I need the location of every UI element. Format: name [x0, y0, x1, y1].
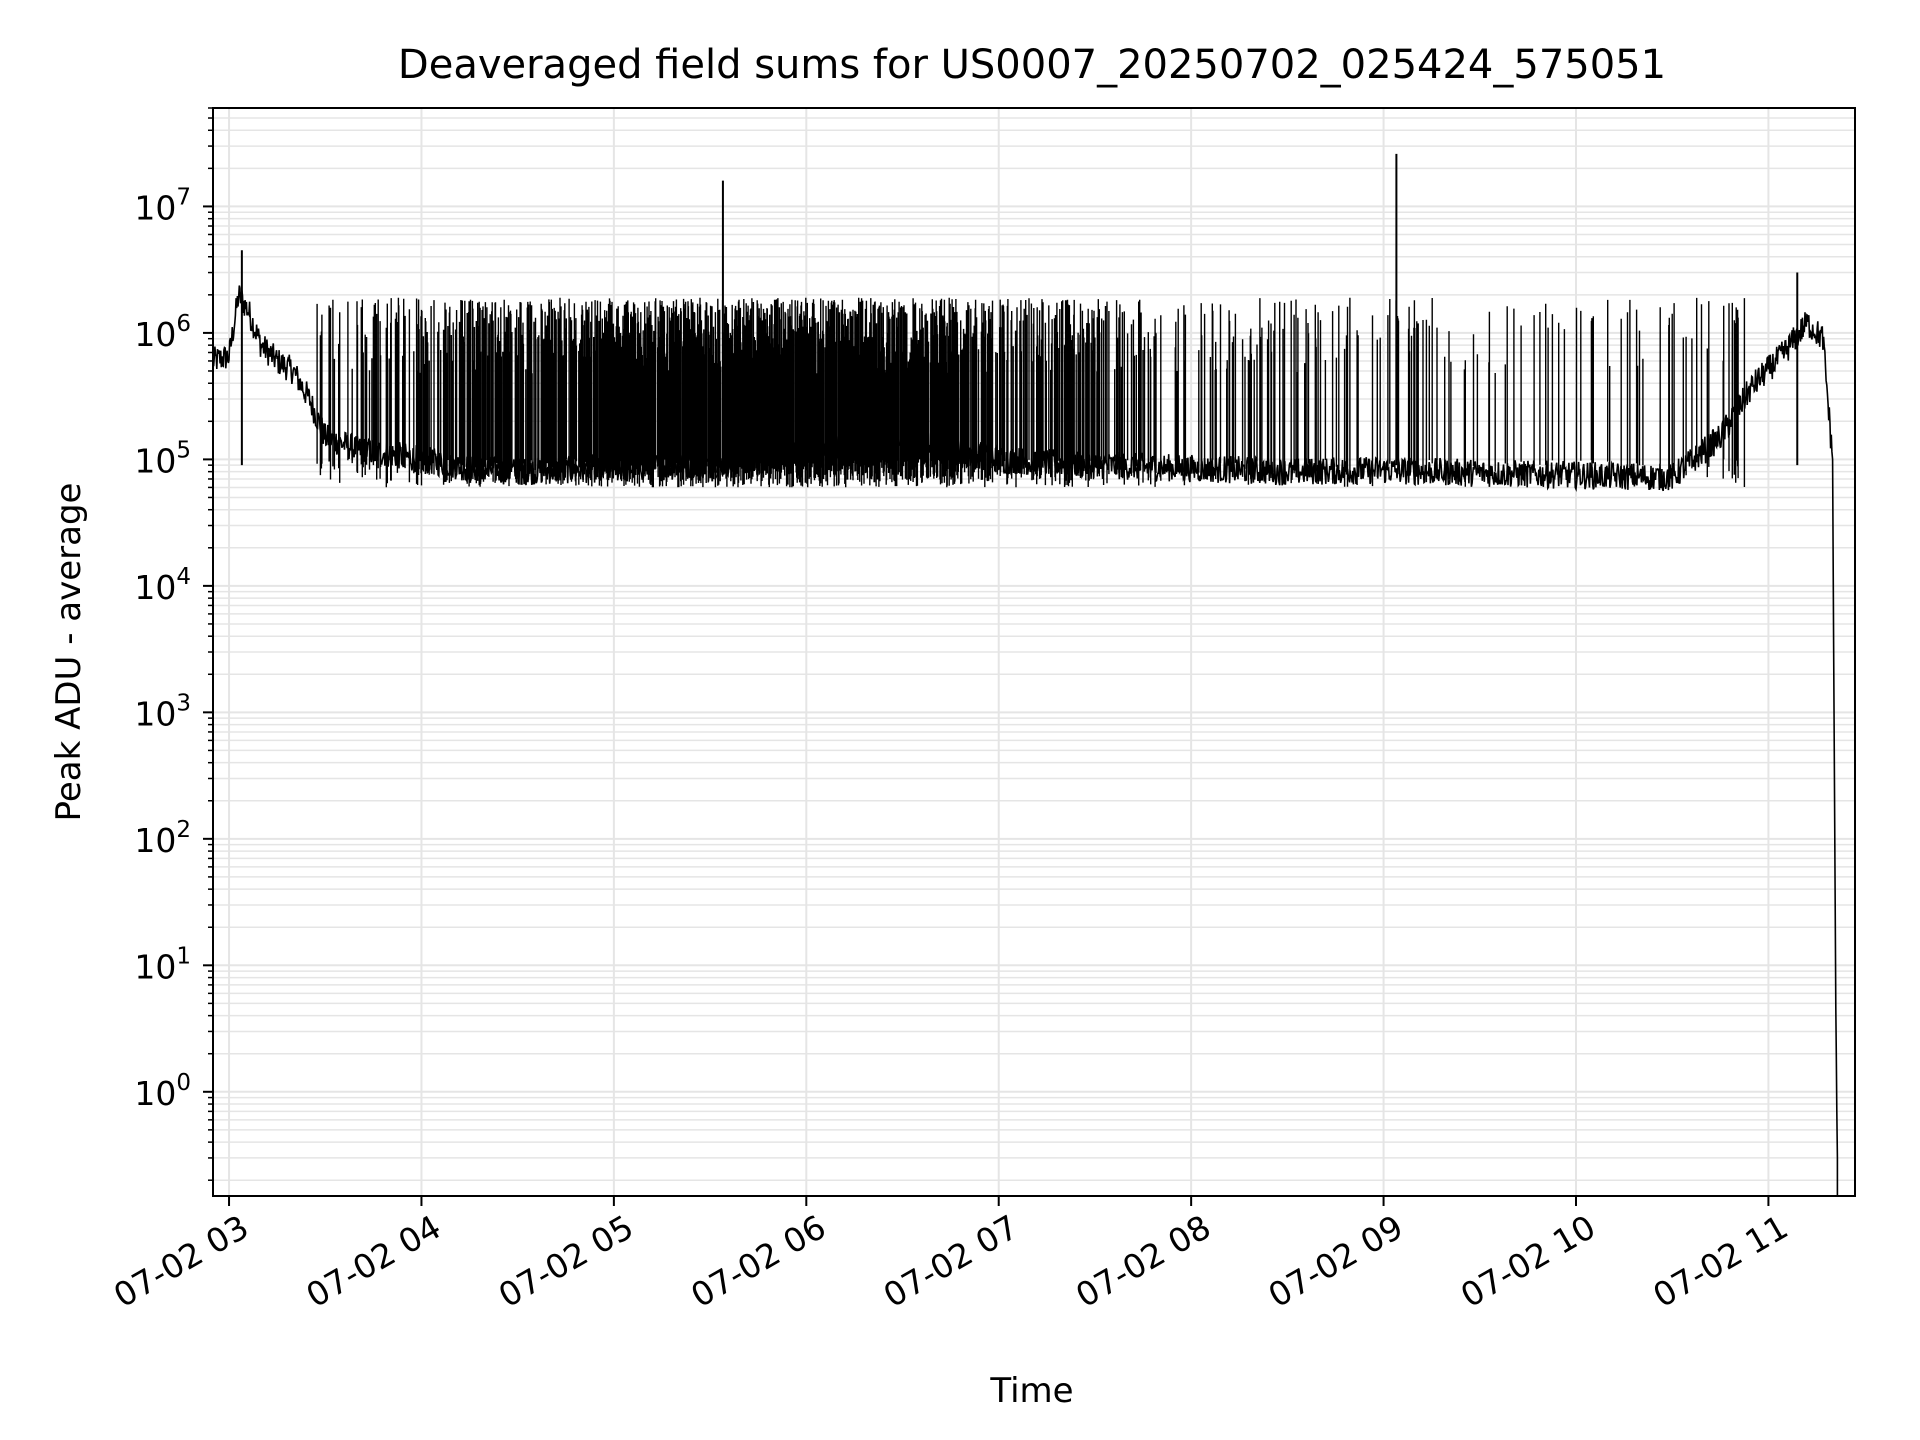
series-layer	[212, 285, 1839, 1196]
series-line	[212, 285, 1839, 1196]
y-tick-label: 100	[134, 1070, 191, 1113]
y-tick-label: 106	[134, 311, 191, 354]
chart-title: Deaveraged field sums for US0007_2025070…	[398, 42, 1666, 88]
y-tick-label: 103	[134, 690, 191, 733]
y-tick-label: 105	[134, 437, 191, 480]
spike-band	[316, 297, 1746, 488]
y-axis-ticks: 100 101 102 103 104 105 106 107	[134, 107, 213, 1181]
x-axis-label: Time	[989, 1371, 1073, 1411]
spikes	[240, 153, 1799, 466]
y-axis-label: Peak ADU - average	[49, 483, 89, 822]
y-tick-label: 101	[134, 943, 191, 986]
y-tick-label: 104	[134, 564, 191, 607]
y-tick-label: 102	[134, 817, 191, 860]
spike-band-lines	[316, 297, 1746, 488]
y-tick-label: 107	[134, 184, 191, 227]
